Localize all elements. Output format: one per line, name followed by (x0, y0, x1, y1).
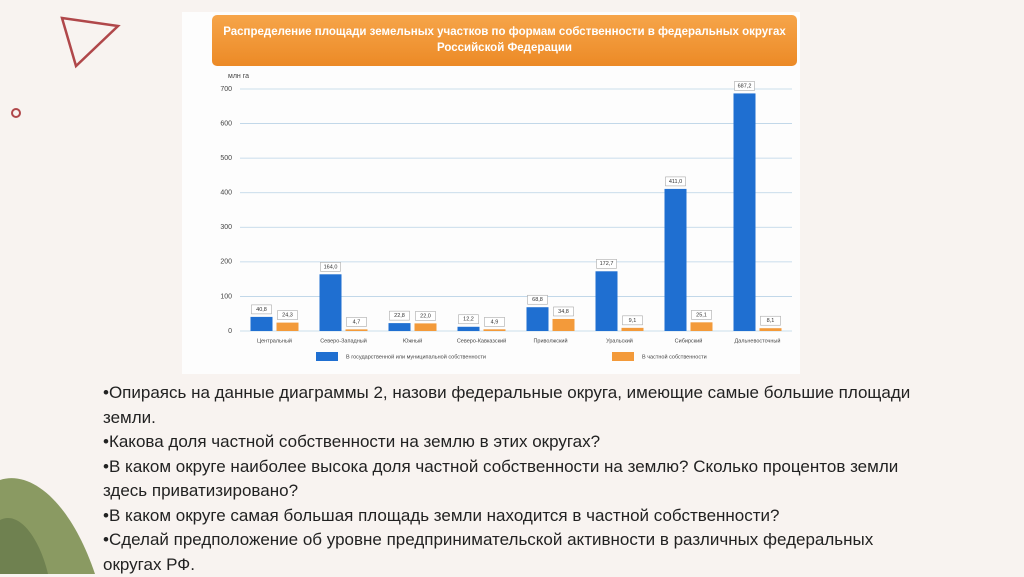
bullet: •В каком округе наиболее высока доля час… (103, 456, 899, 501)
bar (276, 322, 299, 331)
chart: Распределение площади земельных участков… (182, 12, 800, 374)
y-tick-label: 300 (220, 224, 232, 231)
value-label-box (527, 294, 548, 305)
value-label: 22,8 (394, 313, 405, 319)
title-box: Распределение площади земельных участков… (223, 26, 786, 54)
bar (345, 329, 368, 331)
value-label-box (665, 176, 686, 187)
legend-label: В государственной или муниципальной собс… (346, 353, 486, 360)
bar (664, 188, 687, 331)
value-label: 40,8 (256, 307, 267, 313)
bullet: •В каком округе самая большая площадь зе… (103, 505, 780, 525)
bar (483, 329, 506, 331)
y-tick-label: 600 (220, 120, 232, 127)
value-label: 9,1 (629, 318, 637, 324)
x-tick-label: Южный (403, 337, 422, 344)
value-label: 12,2 (463, 317, 474, 323)
y-tick-label: 700 (220, 86, 232, 93)
bullet: •Какова доля частной собственности на зе… (103, 432, 601, 451)
legend-swatch (316, 352, 338, 361)
bar (388, 323, 411, 331)
legend-label: В частной собственности (642, 353, 707, 360)
y-tick-label: 0 (228, 328, 232, 335)
x-tick-label: Северо-Западный (320, 337, 367, 344)
value-label: 411,0 (669, 179, 682, 185)
value-label: 22,0 (420, 313, 431, 319)
y-tick-label: 100 (220, 293, 232, 300)
value-label-box (484, 317, 505, 327)
bullet: •Опираясь на данные диаграммы 2, назови … (103, 383, 911, 427)
value-label-box (389, 310, 410, 321)
value-label-box (553, 306, 574, 317)
y-axis-label: млн га (228, 73, 249, 80)
triangle (60, 16, 121, 69)
value-label: 4,7 (353, 319, 361, 325)
value-label-box (734, 81, 755, 91)
y-tick-label: 500 (220, 155, 232, 162)
x-tick-label: Дальневосточный (735, 337, 781, 344)
bar (457, 326, 480, 331)
bar (759, 328, 782, 331)
value-label: 687,2 (738, 83, 752, 89)
y-tick-label: 400 (220, 190, 232, 197)
chart-title: Распределение площади земельных участков… (223, 26, 786, 54)
value-label: 24,3 (282, 313, 293, 319)
value-label-box (251, 304, 272, 315)
value-label-box (760, 315, 781, 326)
bar (733, 93, 756, 331)
x-tick-label: Северо-Кавказский (457, 337, 506, 344)
value-label-box (458, 314, 479, 325)
value-label-box (415, 311, 436, 321)
value-label: 164,0 (324, 264, 338, 270)
bar (414, 323, 437, 331)
value-label-box (277, 310, 298, 320)
value-label-box (346, 317, 367, 327)
value-label: 34,8 (558, 309, 569, 315)
x-tick-label: Центральный (257, 337, 292, 344)
bar (526, 307, 549, 331)
x-tick-label: Приволжский (533, 337, 567, 344)
circle (11, 108, 21, 118)
value-label: 68,8 (532, 297, 543, 303)
x-tick-label: Уральский (606, 337, 633, 344)
bar (595, 271, 618, 331)
x-tick-label: Сибирский (675, 337, 703, 344)
value-label-box (622, 315, 643, 326)
bar (250, 316, 273, 331)
value-label-box (596, 259, 617, 269)
bar (552, 318, 575, 331)
leaf (0, 518, 48, 574)
value-label-box (320, 262, 341, 272)
bullet: •Сделай предположение об уровне предприн… (103, 530, 874, 574)
bar (690, 322, 713, 331)
bar (319, 274, 342, 331)
bullet-list: •Опираясь на данные диаграммы 2, назови … (103, 381, 923, 577)
value-label: 4,9 (491, 319, 499, 325)
value-label: 25,1 (696, 312, 707, 318)
y-tick-label: 200 (220, 259, 232, 266)
value-label: 8,1 (767, 318, 775, 324)
title-banner (212, 15, 797, 66)
value-label-box (691, 310, 712, 320)
legend-swatch (612, 352, 634, 361)
value-label: 172,7 (600, 261, 614, 267)
bar (621, 327, 644, 331)
